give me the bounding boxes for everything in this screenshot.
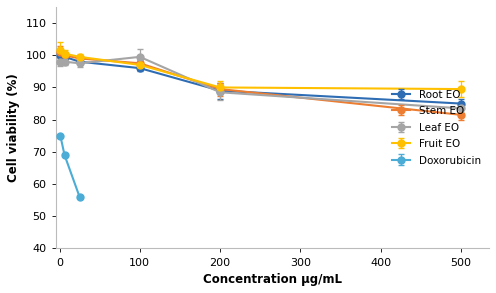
Y-axis label: Cell viability (%): Cell viability (%) <box>7 73 20 182</box>
X-axis label: Concentration μg/mL: Concentration μg/mL <box>203 273 342 286</box>
Legend: Root EO, Stem EO, Leaf EO, Fruit EO, Doxorubicin: Root EO, Stem EO, Leaf EO, Fruit EO, Dox… <box>388 86 484 169</box>
